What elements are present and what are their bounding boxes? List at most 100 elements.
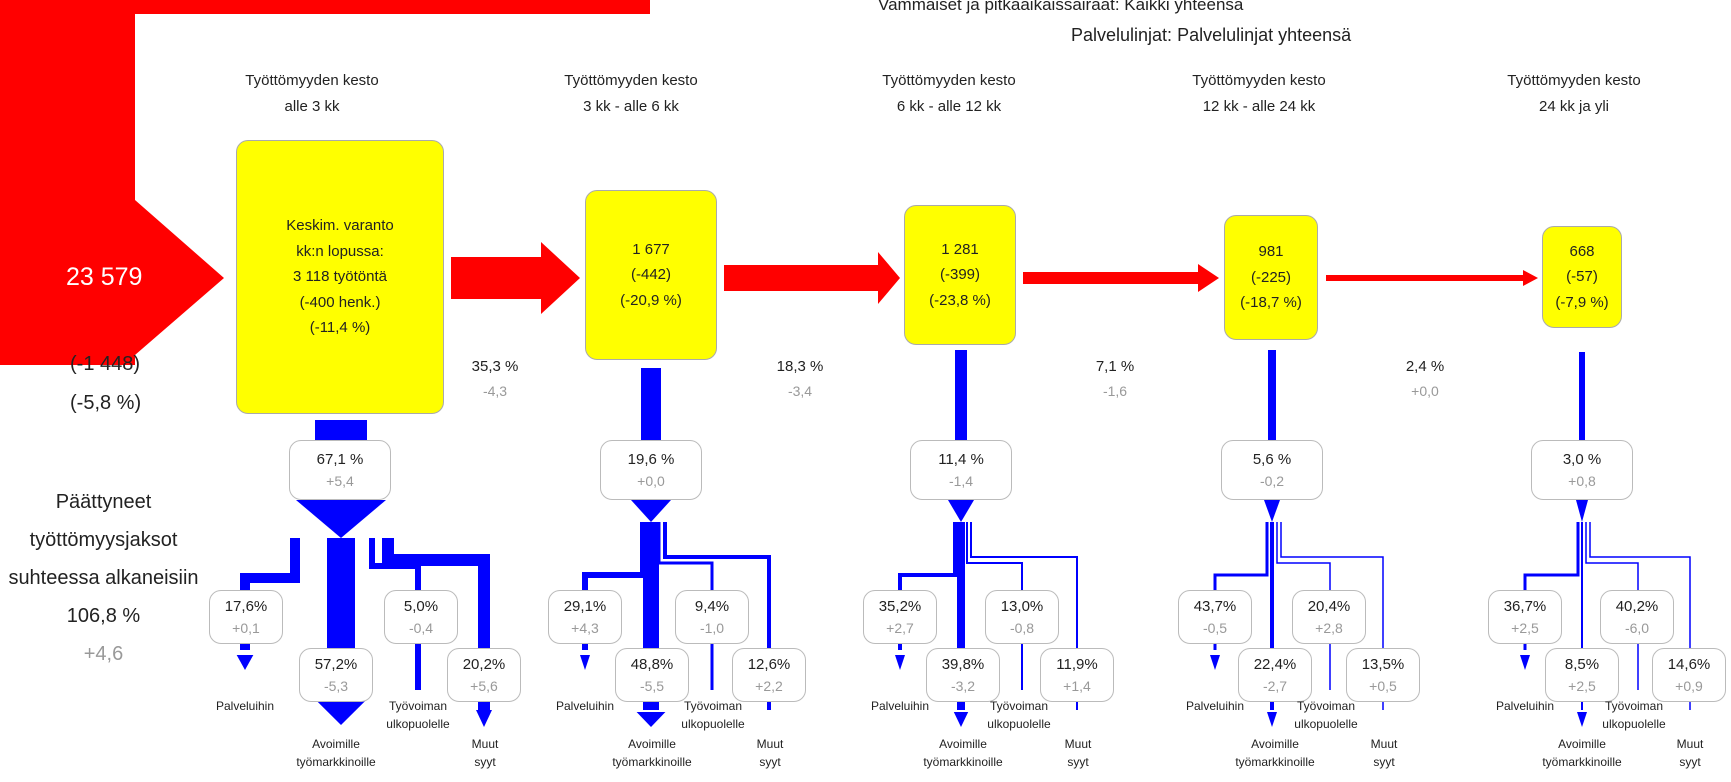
branch-services-head-stage-3: [895, 655, 905, 670]
header-service-value: Palvelulinjat yhteensä: [1177, 25, 1352, 45]
label-outside-labour-stage-5: Työvoiman ulkopuolelle: [1602, 699, 1666, 731]
transition-rate-3-4: 7,1 % -1,6: [1095, 358, 1135, 399]
label-services-stage-4: Palveluihin: [1185, 699, 1245, 713]
header-service-label: Palvelulinjat:: [1071, 25, 1173, 45]
branch-open-market-head-stage-3: [953, 712, 969, 727]
ended-value: 106,8 %: [66, 605, 141, 627]
stock-box-stage-4: 981 (-225) (-18,7 %): [1224, 215, 1318, 340]
branch-other-stage-3: [970, 522, 1078, 710]
dest-other-stage-2: 12,6% +2,2: [732, 648, 806, 702]
dest-services-stage-1: 17,6% +0,1: [209, 590, 283, 644]
stage-4-title: Työttömyyden kesto 12 kk - alle 24 kk: [1192, 72, 1326, 116]
label-open-market-stage-5: Avoimille työmarkkinoille: [1542, 737, 1622, 769]
stage-2-title: Työttömyyden kesto 3 kk - alle 6 kk: [564, 72, 698, 116]
header-service-lines: Palvelulinjat: Palvelulinjat yhteensä: [1071, 24, 1351, 47]
exit-shaft-stage-1: [315, 420, 367, 440]
exit-shaft-stage-2: [641, 368, 661, 440]
label-outside-labour-stage-3: Työvoiman ulkopuolelle: [987, 699, 1051, 731]
ended-summary: Päättyneet työttömyysjaksot suhteessa al…: [0, 483, 207, 673]
dest-outside-labour-stage-3: 13,0% -0,8: [985, 590, 1059, 644]
inflow-change-pct: (-5,8 %): [70, 392, 142, 414]
label-other-stage-2: Muut syyt: [756, 737, 784, 769]
dest-services-stage-2: 29,1% +4,3: [548, 590, 622, 644]
dest-open-market-stage-2: 48,8% -5,5: [615, 648, 689, 702]
label-services-stage-5: Palveluihin: [1495, 699, 1555, 713]
header-filter-label: Vammaiset ja pitkäaikaissairaat:: [878, 0, 1120, 14]
stock-box-stage-1: Keskim. varanto kk:n lopussa: 3 118 työtön…: [236, 140, 444, 414]
dest-services-stage-3: 35,2% +2,7: [863, 590, 937, 644]
branch-services-head-stage-5: [1520, 655, 1530, 670]
label-outside-labour-stage-1: Työvoiman ulkopuolelle: [386, 699, 450, 731]
transition-rate-2-3: 18,3 % -3,4: [776, 358, 824, 399]
branch-other-stage-5: [1589, 522, 1691, 710]
branch-services-head-stage-4: [1210, 655, 1220, 670]
inflow-arrow: [0, 0, 650, 365]
dest-open-market-stage-1: 57,2% -5,3: [299, 648, 373, 702]
branch-other-head-stage-1: [476, 710, 492, 727]
stock-box-stage-5: 668 (-57) (-7,9 %): [1542, 226, 1622, 328]
exit-shaft-stage-4: [1268, 350, 1276, 440]
branch-services-head-stage-1: [236, 655, 254, 670]
dest-outside-labour-stage-2: 9,4% -1,0: [675, 590, 749, 644]
label-services-stage-2: Palveluihin: [555, 699, 615, 713]
branch-open-market-head-stage-1: [315, 700, 367, 725]
dest-open-market-stage-3: 39,8% -3,2: [926, 648, 1000, 702]
transition-arrow-3-4: [1023, 264, 1219, 292]
transition-arrow-2-3: [724, 252, 900, 304]
exit-rate-stage-2: 19,6 % +0,0: [600, 440, 702, 500]
label-open-market-stage-2: Avoimille työmarkkinoille: [612, 737, 692, 769]
dest-open-market-stage-4: 22,4% -2,7: [1238, 648, 1312, 702]
dest-open-market-stage-5: 8,5% +2,5: [1545, 648, 1619, 702]
stock-box-stage-2: 1 677 (-442) (-20,9 %): [585, 190, 717, 360]
dest-other-stage-4: 13,5% +0,5: [1346, 648, 1420, 702]
header-filter-group: Vammaiset ja pitkäaikaissairaat: Kaikki …: [878, 0, 1243, 15]
header-filter-value: Kaikki yhteensä: [1124, 0, 1244, 14]
label-open-market-stage-3: Avoimille työmarkkinoille: [923, 737, 1003, 769]
label-other-stage-3: Muut syyt: [1064, 737, 1092, 769]
exit-rate-stage-3: 11,4 % -1,4: [910, 440, 1012, 500]
label-outside-labour-stage-2: Työvoiman ulkopuolelle: [681, 699, 745, 731]
exit-shaft-stage-3: [955, 350, 967, 440]
branch-other-stage-4: [1280, 522, 1384, 710]
label-other-stage-1: Muut syyt: [471, 737, 499, 769]
ended-change: +4,6: [83, 643, 124, 665]
dest-services-stage-4: 43,7% -0,5: [1178, 590, 1252, 644]
exit-head-stage-1: [296, 500, 386, 538]
inflow-value: 23 579: [66, 263, 143, 291]
inflow-change: (-1 448): [70, 353, 141, 375]
branch-services-head-stage-2: [580, 655, 590, 670]
exit-rate-stage-5: 3,0 % +0,8: [1531, 440, 1633, 500]
branch-open-market-head-stage-4: [1267, 712, 1277, 727]
dest-other-stage-5: 14,6% +0,9: [1652, 648, 1726, 702]
label-services-stage-3: Palveluihin: [870, 699, 930, 713]
ended-line3: suhteessa alkaneisiin: [8, 567, 199, 589]
exit-head-stage-5: [1576, 500, 1588, 522]
label-services-stage-1: Palveluihin: [215, 699, 275, 713]
dest-outside-labour-stage-1: 5,0% -0,4: [384, 590, 458, 644]
exit-shaft-stage-5: [1579, 352, 1585, 440]
label-open-market-stage-1: Avoimille työmarkkinoille: [296, 737, 376, 769]
branch-open-market-head-stage-5: [1577, 712, 1587, 727]
stage-1-title: Työttömyyden kesto alle 3 kk: [245, 72, 379, 116]
transition-arrow-4-5: [1326, 270, 1538, 286]
dest-other-stage-3: 11,9% +1,4: [1040, 648, 1114, 702]
transition-rate-4-5: 2,4 % +0,0: [1405, 358, 1445, 399]
dest-outside-labour-stage-4: 20,4% +2,8: [1292, 590, 1366, 644]
stage-3-title: Työttömyyden kesto 6 kk - alle 12 kk: [882, 72, 1016, 116]
exit-rate-stage-1: 67,1 % +5,4: [289, 440, 391, 500]
ended-line2: työttömyysjaksot: [29, 529, 178, 551]
label-outside-labour-stage-4: Työvoiman ulkopuolelle: [1294, 699, 1358, 731]
label-other-stage-5: Muut syyt: [1676, 737, 1704, 769]
branch-other-stage-1: [382, 538, 490, 710]
exit-head-stage-2: [631, 500, 671, 522]
stock-box-stage-3: 1 281 (-399) (-23,8 %): [904, 205, 1016, 345]
label-other-stage-4: Muut syyt: [1370, 737, 1398, 769]
transition-arrow-1-2: [451, 242, 580, 314]
dest-outside-labour-stage-5: 40,2% -6,0: [1600, 590, 1674, 644]
dest-services-stage-5: 36,7% +2,5: [1488, 590, 1562, 644]
ended-line1: Päättyneet: [55, 491, 152, 513]
branch-open-market-head-stage-2: [636, 712, 666, 727]
label-open-market-stage-4: Avoimille työmarkkinoille: [1235, 737, 1315, 769]
stage-5-title: Työttömyyden kesto 24 kk ja yli: [1507, 72, 1641, 116]
exit-head-stage-4: [1264, 500, 1280, 522]
